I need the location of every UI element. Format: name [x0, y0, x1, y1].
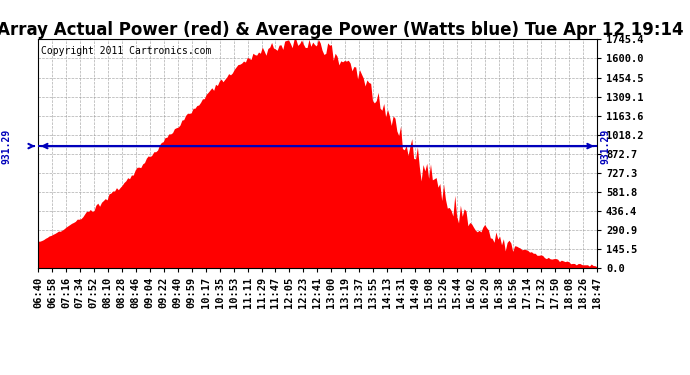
- Text: 931.29: 931.29: [2, 129, 12, 164]
- Text: Copyright 2011 Cartronics.com: Copyright 2011 Cartronics.com: [41, 46, 211, 56]
- Text: 931.29: 931.29: [600, 129, 610, 164]
- Title: East Array Actual Power (red) & Average Power (Watts blue) Tue Apr 12 19:14: East Array Actual Power (red) & Average …: [0, 21, 684, 39]
